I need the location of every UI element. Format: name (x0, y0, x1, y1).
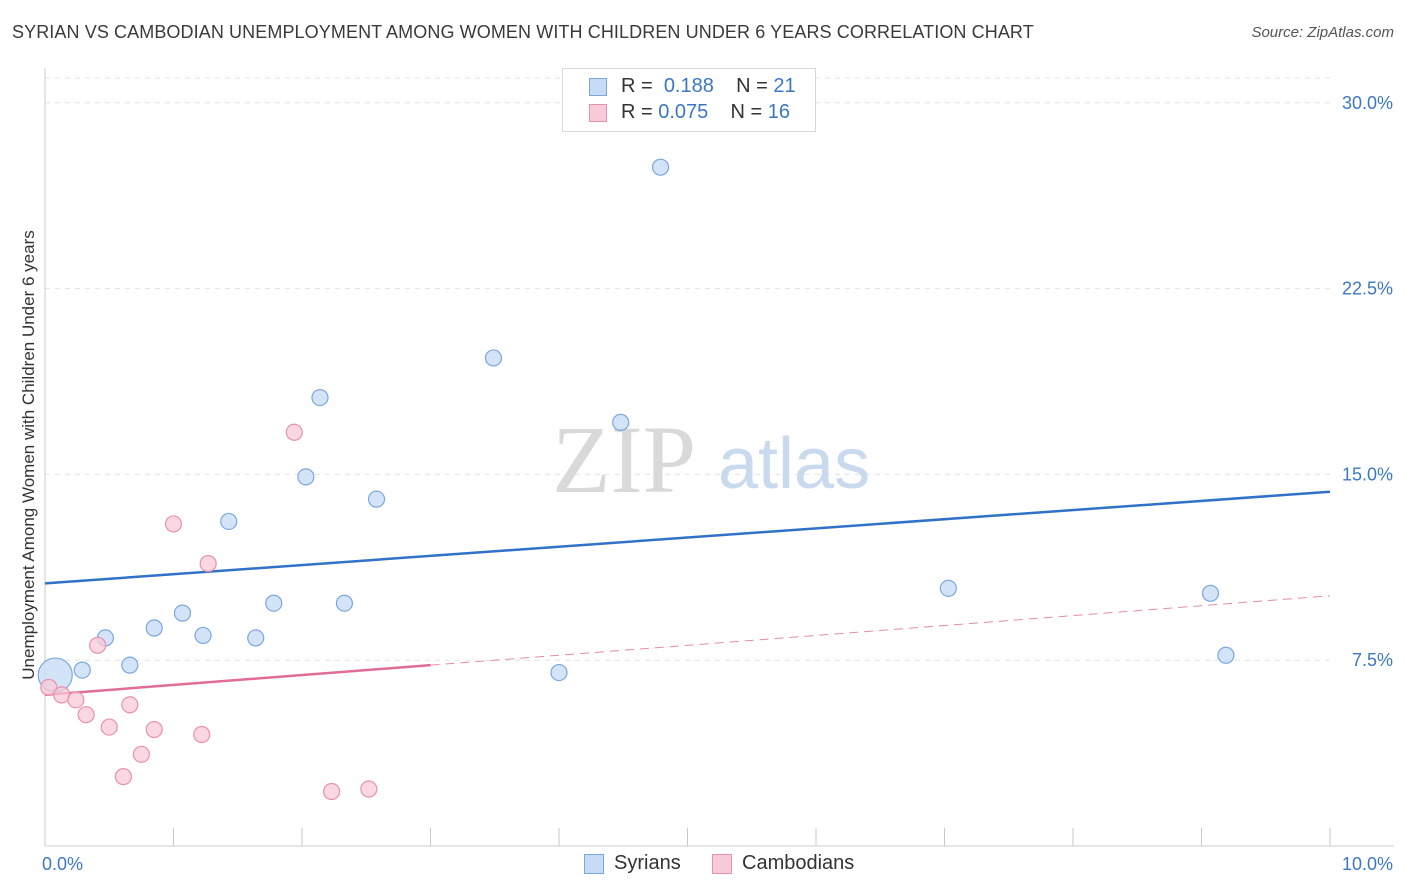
syrians-swatch-icon (589, 78, 607, 96)
syrian-point (173, 604, 192, 622)
syrian-point (335, 594, 354, 612)
cambodian-point (199, 554, 217, 573)
cambodian-point (193, 725, 211, 744)
syrian-point (121, 656, 139, 674)
cambodian-point (114, 768, 132, 786)
y-tick-label: 22.5% (1342, 279, 1393, 299)
cambodians-r-value: 0.075 (658, 101, 709, 123)
cambodians-n-value: 16 (767, 101, 791, 123)
syrian-point (1201, 584, 1220, 602)
syrian-point (612, 413, 630, 431)
cambodian-point (100, 718, 118, 736)
syrian-point (484, 349, 503, 367)
grid-lines (45, 77, 1330, 661)
x-tick-label: 10.0% (1342, 854, 1393, 874)
legend-label-cambodians: Cambodians (742, 852, 855, 874)
syrian-point (247, 629, 265, 647)
cambodian-point (145, 720, 163, 739)
syrian-point (220, 512, 238, 531)
source-label: Source: ZipAtlas.com (1251, 24, 1394, 41)
watermark-atlas: atlas (718, 424, 870, 504)
syrians-n-label: N = (736, 75, 768, 97)
cambodian-point (121, 696, 139, 714)
cambodian-point (77, 706, 95, 724)
cambodian-point (67, 691, 85, 709)
data-points (37, 158, 1235, 801)
syrian-point (194, 626, 212, 645)
y-tick-label: 15.0% (1342, 464, 1393, 484)
chart-title: SYRIAN VS CAMBODIAN UNEMPLOYMENT AMONG W… (12, 22, 1034, 42)
syrian-point (550, 663, 568, 682)
y-tick-label: 7.5% (1352, 650, 1393, 670)
syrian-point (367, 490, 386, 508)
correlation-stats-box: R = 0.188 N = 21 R = 0.075 N = 16 (562, 68, 816, 132)
syrian-point (1217, 646, 1235, 664)
trend-lines (44, 490, 1331, 697)
syrian-point (297, 468, 315, 486)
syrian-point (265, 594, 283, 612)
cambodian-point (285, 423, 303, 441)
syrian-point (73, 661, 91, 679)
cambodian-trend-line-extension (430, 595, 1331, 666)
cambodians-legend-icon (712, 854, 732, 874)
syrian-trend-line (44, 490, 1331, 585)
x-tick-label: 0.0% (42, 854, 83, 874)
syrian-point (651, 158, 670, 176)
cambodian-point (40, 678, 58, 697)
syrians-r-value: 0.188 (663, 75, 714, 97)
syrian-point (939, 579, 957, 597)
cambodian-point (360, 780, 378, 798)
axes (44, 68, 1394, 847)
cambodians-n-label: N = (730, 101, 763, 123)
cambodian-trend-line (44, 663, 431, 697)
syrian-point (145, 619, 163, 637)
cambodian-point (132, 745, 150, 763)
cambodian-point (89, 636, 107, 654)
legend-label-syrians: Syrians (614, 852, 681, 874)
y-axis-title: Unemployment Among Women with Children U… (19, 230, 38, 679)
cambodian-point (164, 515, 183, 533)
watermark: ZIP atlas (552, 406, 870, 513)
syrian-point (311, 388, 329, 407)
cambodians-swatch-icon (589, 104, 607, 122)
syrians-n-value: 21 (773, 75, 796, 97)
y-tick-label: 30.0% (1342, 93, 1393, 113)
axis-labels: 7.5% 15.0% 22.5% 30.0% 0.0% 10.0% Unemployment… (19, 93, 1393, 874)
cambodian-point (322, 782, 341, 801)
syrians-r-label: R = (621, 75, 653, 97)
syrians-legend-icon (584, 854, 604, 874)
cambodians-r-label: R = (621, 101, 653, 123)
